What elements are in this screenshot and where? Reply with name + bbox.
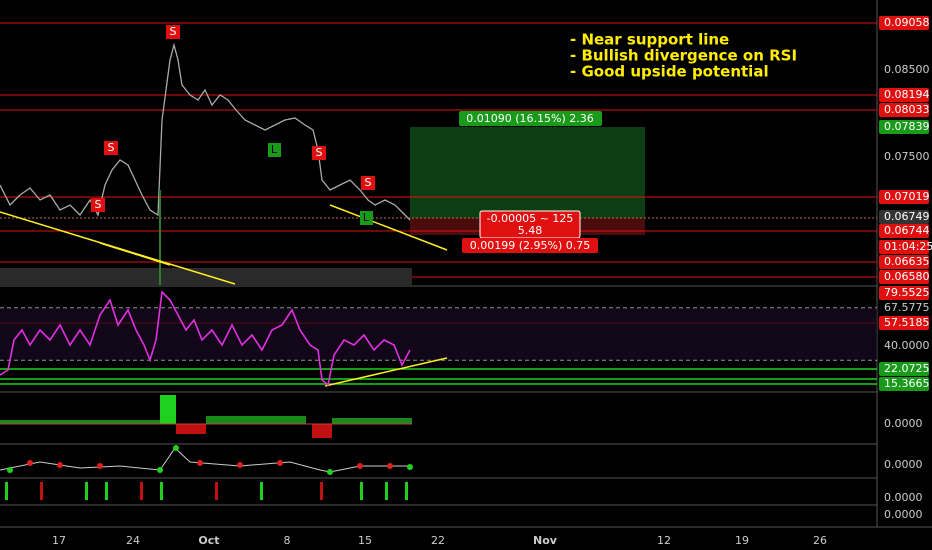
sell-signal: S	[170, 25, 177, 38]
stop-label: 0.00199 (2.95%) 0.75	[470, 239, 591, 252]
time-label: 12	[657, 534, 671, 547]
axis-label: 79.5525	[884, 286, 930, 299]
signal-bars	[5, 482, 408, 500]
annotation-line: - Bullish divergence on RSI	[570, 47, 797, 65]
axis-label-bg	[879, 286, 929, 300]
axis-label: 0.08033	[884, 103, 930, 116]
axis-label: 0.06635	[884, 255, 930, 268]
center-label: -0.00005 ~ 125	[487, 212, 574, 225]
profit-zone	[410, 127, 645, 218]
axis-label: 0.06749	[884, 210, 930, 223]
rsi-band-fill	[0, 308, 877, 360]
axis-label: 0.08500	[884, 63, 930, 76]
time-label: 24	[126, 534, 140, 547]
axis-label-bg	[879, 240, 929, 254]
axis-label: 0.07019	[884, 190, 930, 203]
axis-label: 0.06580	[884, 270, 930, 283]
axis-label: 57.5185	[884, 316, 930, 329]
target-label-bg	[459, 111, 602, 126]
axis-label-bg	[879, 316, 929, 330]
time-label: 15	[358, 534, 372, 547]
axis-label: 0.06744	[884, 224, 930, 237]
time-label: Oct	[198, 534, 219, 547]
long-signal: L	[271, 143, 278, 156]
price-line	[0, 42, 411, 221]
center-label: 5.48	[518, 224, 543, 237]
axis-label-bg	[879, 210, 929, 224]
time-label: Nov	[533, 534, 558, 547]
oscillator-dots-green	[7, 445, 413, 475]
axis-label-bg	[879, 16, 929, 30]
annotation-line: - Good upside potential	[570, 63, 769, 81]
axis-label: 01:04:25	[884, 240, 932, 253]
annotation-line: - Near support line	[570, 31, 729, 49]
stop-label-bg	[462, 238, 598, 253]
time-axis: 17 24 Oct 8 15 22 Nov 12 19 26	[52, 534, 827, 547]
axis-label: 0.07839	[884, 120, 930, 133]
sell-signals: S S S S S	[91, 25, 375, 212]
axis-label: 22.0725	[884, 362, 930, 375]
axis-label: 0.0000	[884, 458, 923, 471]
time-label: 26	[813, 534, 827, 547]
axis-label: 67.5775	[884, 301, 930, 314]
level-lines	[0, 22, 877, 324]
target-label: 0.01090 (16.15%) 2.36	[466, 112, 594, 125]
axis-label-bg	[879, 362, 929, 376]
macd-histogram	[0, 395, 412, 438]
time-label: 22	[431, 534, 445, 547]
axis-label: 40.0000	[884, 339, 930, 352]
axis-label-bg	[879, 120, 929, 134]
axis-label-bg	[879, 103, 929, 117]
axis-label-bg	[879, 377, 929, 391]
axis-label: 0.0000	[884, 491, 923, 504]
axis-label-bg	[879, 270, 929, 284]
rsi-line	[0, 290, 411, 387]
axis-label: 0.08194	[884, 88, 930, 101]
axis-label: 0.0000	[884, 508, 923, 521]
long-signals: L L	[268, 143, 373, 225]
sell-signal: S	[95, 198, 102, 211]
long-signal: L	[363, 211, 370, 224]
time-label: 8	[284, 534, 291, 547]
time-label: 17	[52, 534, 66, 547]
axis-label: 0.09058	[884, 16, 930, 29]
axis-label-bg	[879, 88, 929, 102]
axis-label-bg	[879, 190, 929, 204]
volume	[0, 268, 412, 285]
rsi-green-levels	[0, 368, 877, 385]
trend-lines	[0, 204, 448, 387]
axis-label-bg	[879, 224, 929, 238]
price-axis: 0.09058 0.08500 0.08194 0.08033 0.07839 0.075…	[879, 16, 932, 521]
sell-signal: S	[316, 146, 323, 159]
axis-label: 0.0000	[884, 417, 923, 430]
oscillator-dots	[27, 460, 393, 469]
panel-separators	[0, 0, 932, 528]
time-label: 19	[735, 534, 749, 547]
sell-signal: S	[365, 176, 372, 189]
axis-label: 15.3665	[884, 377, 930, 390]
sell-signal: S	[108, 141, 115, 154]
axis-label-bg	[879, 255, 929, 269]
axis-label: 0.07500	[884, 150, 930, 163]
